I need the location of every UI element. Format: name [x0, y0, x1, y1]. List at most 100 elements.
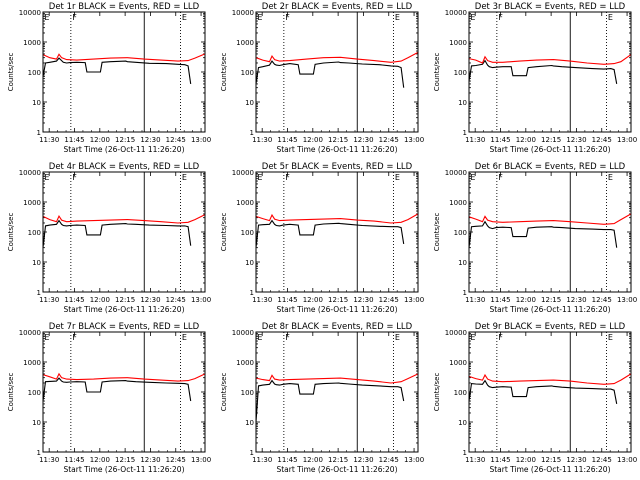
x-tick-label: 12:45 [166, 136, 186, 144]
x-tick-label: 13:00 [404, 136, 424, 144]
panel-title: Det 6r BLACK = Events, RED = LLD [475, 162, 626, 172]
x-tick-label: 11:45 [277, 136, 297, 144]
series-line-lld [255, 51, 419, 63]
y-tick-label: 10 [245, 259, 254, 267]
series-line-events [42, 57, 192, 84]
panel-det-3r: Det 3r BLACK = Events, RED = LLD 1 10 100 10… [433, 2, 637, 154]
panel-det-4r: Det 4r BLACK = Events, RED = LLD 1 10 100 10… [7, 162, 211, 314]
x-tick-label: 12:15 [115, 296, 135, 304]
x-tick-label: 13:00 [191, 136, 211, 144]
y-tick-label: 10 [32, 99, 41, 107]
panel-title: Det 9r BLACK = Events, RED = LLD [475, 322, 626, 332]
x-tick-label: 12:00 [516, 296, 536, 304]
y-tick-label: 1 [250, 129, 254, 137]
x-tick-label: 11:30 [39, 456, 59, 464]
y-tick-label: 10 [458, 259, 467, 267]
panel-det-2r: Det 2r BLACK = Events, RED = LLD 1 10 100 10… [220, 2, 424, 154]
y-tick-label: 1 [37, 289, 41, 297]
series-line-events [42, 377, 192, 402]
x-tick-label: 11:30 [465, 136, 485, 144]
marker-label: E [470, 173, 475, 182]
series-line-events [255, 379, 405, 423]
x-tick-label: 13:00 [617, 136, 637, 144]
y-tick-label: 10000 [19, 9, 41, 17]
x-tick-label: 13:00 [617, 296, 637, 304]
y-tick-label: 1000 [23, 199, 41, 207]
plot-frame [42, 331, 206, 453]
series-line-events [255, 60, 405, 88]
panel-det-7r: Det 7r BLACK = Events, RED = LLD 1 10 100 10… [7, 322, 211, 474]
series-line-lld [42, 53, 206, 62]
marker-label: E [182, 333, 187, 342]
series-line-events [255, 219, 405, 248]
marker-label: E [257, 13, 262, 22]
x-tick-label: 12:30 [353, 296, 373, 304]
series-line-events [468, 59, 618, 84]
y-axis-label: Counts/sec [220, 53, 228, 92]
panel-title: Det 4r BLACK = Events, RED = LLD [49, 162, 200, 172]
y-tick-label: 1000 [23, 359, 41, 367]
x-tick-label: 11:45 [64, 296, 84, 304]
x-tick-label: 12:15 [541, 456, 561, 464]
y-tick-label: 10000 [19, 169, 41, 177]
marker-label: E [44, 173, 49, 182]
x-tick-label: 12:15 [541, 136, 561, 144]
marker-label: E [182, 173, 187, 182]
x-tick-label: 11:30 [252, 456, 272, 464]
plot-frame [468, 171, 632, 293]
plot-frame [468, 331, 632, 453]
x-axis-label: Start Time (26-Oct-11 11:26:20) [489, 465, 610, 474]
y-tick-label: 1000 [236, 359, 254, 367]
series-line-events [42, 219, 192, 248]
marker-label: E [470, 333, 475, 342]
x-tick-label: 12:45 [166, 456, 186, 464]
x-tick-label: 12:00 [303, 296, 323, 304]
y-tick-label: 1 [463, 129, 467, 137]
x-tick-label: 11:45 [490, 136, 510, 144]
x-tick-label: 13:00 [191, 456, 211, 464]
marker-label: E [608, 333, 613, 342]
x-axis-label: Start Time (26-Oct-11 11:26:20) [276, 465, 397, 474]
y-tick-label: 100 [241, 389, 254, 397]
y-tick-label: 100 [28, 389, 41, 397]
y-tick-label: 10000 [445, 169, 467, 177]
x-tick-label: 12:45 [592, 136, 612, 144]
x-tick-label: 12:30 [566, 456, 586, 464]
panel-title: Det 5r BLACK = Events, RED = LLD [262, 162, 413, 172]
y-tick-label: 1 [463, 449, 467, 457]
x-axis-label: Start Time (26-Oct-11 11:26:20) [489, 145, 610, 154]
marker-label: F [72, 13, 77, 22]
x-axis-label: Start Time (26-Oct-11 11:26:20) [489, 305, 610, 314]
x-tick-label: 12:15 [328, 456, 348, 464]
marker-label: F [72, 173, 77, 182]
marker-label: E [395, 333, 400, 342]
panel-det-6r: Det 6r BLACK = Events, RED = LLD 1 10 100 10… [433, 162, 637, 314]
x-tick-label: 13:00 [617, 456, 637, 464]
y-axis-label: Counts/sec [433, 53, 441, 92]
marker-label: E [44, 333, 49, 342]
panel-det-8r: Det 8r BLACK = Events, RED = LLD 1 10 100 10… [220, 322, 424, 474]
x-tick-label: 12:00 [90, 296, 110, 304]
x-tick-label: 12:00 [303, 136, 323, 144]
y-tick-label: 10000 [445, 9, 467, 17]
x-tick-label: 11:45 [64, 456, 84, 464]
plot-frame [255, 171, 419, 293]
series-line-lld [42, 214, 206, 224]
y-tick-label: 1000 [236, 199, 254, 207]
plot-frame [255, 331, 419, 453]
panel-title: Det 7r BLACK = Events, RED = LLD [49, 322, 200, 332]
x-tick-label: 12:00 [516, 456, 536, 464]
panel-title: Det 3r BLACK = Events, RED = LLD [475, 2, 626, 12]
series-line-lld [468, 213, 632, 225]
y-tick-label: 10000 [232, 9, 254, 17]
y-tick-label: 100 [28, 229, 41, 237]
plot-frame [42, 171, 206, 293]
plot-frame [42, 11, 206, 133]
marker-label: E [608, 13, 613, 22]
x-tick-label: 11:30 [252, 136, 272, 144]
x-tick-label: 12:30 [353, 136, 373, 144]
x-tick-label: 11:45 [64, 136, 84, 144]
x-tick-label: 12:45 [379, 136, 399, 144]
marker-label: E [395, 173, 400, 182]
y-tick-label: 1000 [449, 39, 467, 47]
